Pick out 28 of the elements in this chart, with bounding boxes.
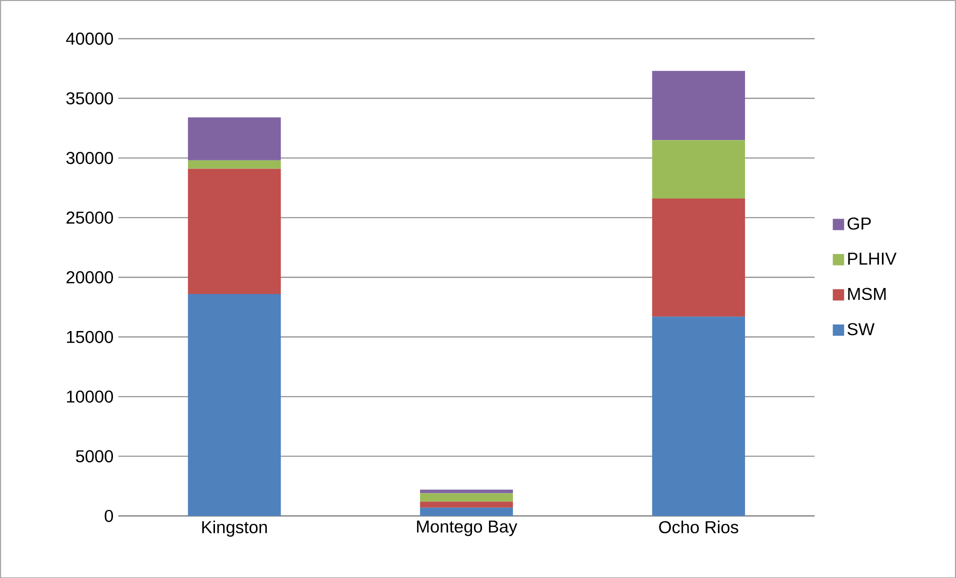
y-tick-label: 15000: [66, 330, 113, 343]
y-tick-label: 40000: [66, 32, 113, 45]
bar: [420, 501, 513, 508]
y-tick-label: 5000: [76, 450, 113, 462]
legend-label: SW: [848, 322, 875, 336]
y-tick-label: 25000: [66, 211, 113, 224]
bar: [188, 294, 281, 516]
y-tick-label: 0: [104, 510, 113, 522]
bar: [652, 316, 746, 516]
y-tick-label: 20000: [66, 271, 113, 284]
bar: [188, 117, 281, 160]
y-tick-label: 30000: [66, 152, 113, 164]
x-tick-label: Ocho Rios: [659, 520, 738, 534]
bar: [652, 70, 746, 140]
legend-label: MSM: [848, 288, 886, 300]
bar: [420, 507, 513, 516]
x-tick-label: Montego Bay: [417, 520, 518, 536]
bar: [188, 168, 281, 294]
bar: [652, 140, 746, 198]
bar: [420, 490, 513, 494]
bar: [652, 198, 746, 316]
bar: [420, 493, 513, 502]
y-tick-label: 35000: [66, 92, 113, 104]
y-tick-label: 10000: [66, 390, 113, 403]
legend-label: GP: [848, 217, 871, 230]
legend-label: PLHIV: [848, 252, 897, 264]
bar: [188, 160, 281, 169]
x-tick-label: Kingston: [202, 520, 267, 537]
